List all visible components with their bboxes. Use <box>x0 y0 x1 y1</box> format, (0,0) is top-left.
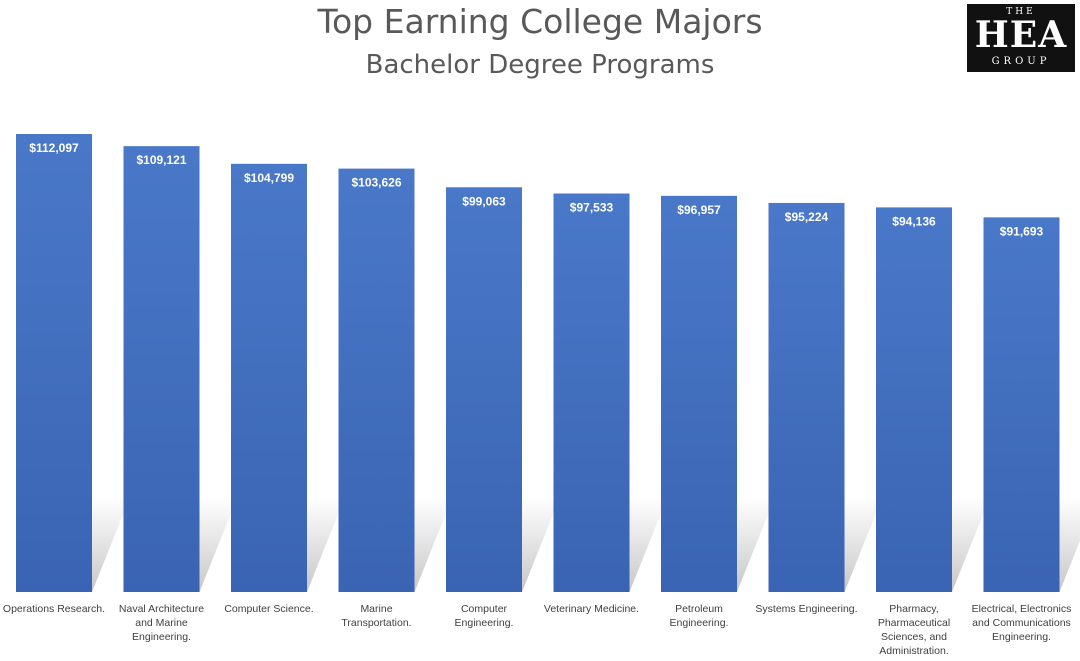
category-label-10: Electrical, Electronics and Communication… <box>972 603 1072 643</box>
category-label-7: Petroleum Engineering. <box>670 603 729 629</box>
category-label-9: Pharmacy, Pharmaceutical Sciences, and Admi… <box>878 603 950 657</box>
data-label-2: $109,121 <box>136 153 186 167</box>
data-label-10: $91,693 <box>1000 224 1044 238</box>
bar-5 <box>446 187 522 592</box>
data-label-4: $103,626 <box>351 176 401 190</box>
bar-1 <box>16 134 92 592</box>
data-label-1: $112,097 <box>29 141 79 155</box>
category-label-3: Computer Science. <box>224 603 313 615</box>
bar-7 <box>661 195 737 592</box>
chart-title: Top Earning College Majors <box>317 2 763 41</box>
data-label-3: $104,799 <box>244 171 294 185</box>
chart-subtitle: Bachelor Degree Programs <box>365 50 715 80</box>
data-label-9: $94,136 <box>892 214 936 228</box>
logo-text-top: THE <box>1006 7 1036 17</box>
data-label-8: $95,224 <box>785 210 829 224</box>
bar-8 <box>768 202 845 592</box>
bar-10 <box>983 217 1060 592</box>
category-label-4: Marine Transportation. <box>341 603 411 629</box>
bar-9 <box>876 207 952 593</box>
bar-6 <box>553 193 630 592</box>
bar-3 <box>231 163 307 592</box>
category-label-2: Naval Architecture and Marine Engineering. <box>119 603 204 643</box>
category-label-6: Veterinary Medicine. <box>544 603 639 615</box>
logo-text-bottom: GROUP <box>991 56 1051 67</box>
hea-group-logo: THE HEA GROUP <box>967 4 1075 72</box>
data-label-6: $97,533 <box>570 201 614 215</box>
bar-2 <box>123 146 200 592</box>
category-label-5: Computer Engineering. <box>455 603 514 629</box>
category-label-8: Systems Engineering. <box>755 603 857 615</box>
data-label-5: $99,063 <box>462 194 506 208</box>
category-label-1: Operations Research. <box>3 603 105 615</box>
bar-4 <box>338 168 415 593</box>
data-label-7: $96,957 <box>677 203 721 217</box>
logo-text-middle: HEA <box>974 14 1068 56</box>
